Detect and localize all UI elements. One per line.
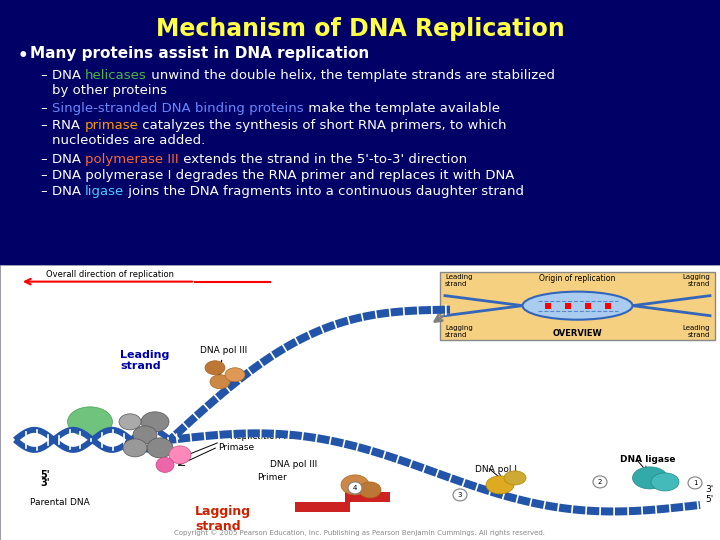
Text: –: – (40, 153, 47, 166)
Ellipse shape (504, 471, 526, 485)
Ellipse shape (651, 473, 679, 491)
Text: Mechanism of DNA Replication: Mechanism of DNA Replication (156, 17, 564, 41)
Text: helicases: helicases (85, 69, 147, 82)
Text: DNA ligase: DNA ligase (620, 455, 675, 464)
Bar (345, 492, 390, 502)
Bar (585, 302, 590, 309)
Text: –: – (40, 119, 47, 132)
Text: Single-stranded DNA binding proteins: Single-stranded DNA binding proteins (52, 102, 304, 115)
Ellipse shape (523, 292, 632, 320)
Text: by other proteins: by other proteins (52, 84, 167, 97)
Text: Copyright © 2005 Pearson Education, Inc. Publishing as Pearson Benjamin Cummings: Copyright © 2005 Pearson Education, Inc.… (174, 529, 546, 536)
Text: –: – (40, 69, 47, 82)
Text: Leading
strand: Leading strand (683, 325, 710, 338)
Text: joins the DNA fragments into a continuous daughter strand: joins the DNA fragments into a continuou… (125, 185, 524, 198)
Ellipse shape (453, 489, 467, 501)
Bar (295, 502, 350, 512)
Text: Leading
strand: Leading strand (120, 350, 169, 372)
Text: DNA: DNA (52, 153, 85, 166)
Text: –: – (40, 102, 47, 115)
Text: 3': 3' (40, 478, 50, 488)
Text: 3': 3' (705, 485, 714, 495)
Text: Primer: Primer (257, 473, 287, 482)
Ellipse shape (593, 476, 607, 488)
Text: Replication fork: Replication fork (230, 432, 301, 441)
Text: Many proteins assist in DNA replication: Many proteins assist in DNA replication (30, 46, 369, 61)
Ellipse shape (225, 368, 245, 382)
Ellipse shape (141, 412, 169, 432)
Text: primase: primase (84, 119, 138, 132)
Bar (564, 302, 570, 309)
Text: Lagging
strand: Lagging strand (195, 505, 251, 533)
Text: •: • (18, 47, 29, 65)
Bar (544, 302, 551, 309)
Ellipse shape (169, 446, 191, 464)
Text: 4: 4 (353, 485, 357, 491)
Text: polymerase III: polymerase III (85, 153, 179, 166)
Ellipse shape (486, 476, 514, 494)
Ellipse shape (210, 375, 230, 389)
Ellipse shape (123, 439, 147, 457)
PathPatch shape (13, 427, 172, 453)
Ellipse shape (68, 407, 112, 437)
Text: Lagging
strand: Lagging strand (683, 274, 710, 287)
Ellipse shape (341, 475, 369, 495)
Text: extends the strand in the 5'-to-3' direction: extends the strand in the 5'-to-3' direc… (179, 153, 467, 166)
PathPatch shape (169, 429, 701, 516)
Ellipse shape (359, 482, 381, 498)
Text: 1: 1 (693, 480, 697, 486)
Text: ligase: ligase (85, 185, 125, 198)
PathPatch shape (167, 306, 450, 443)
Ellipse shape (348, 482, 362, 494)
Text: unwind the double helix, the template strands are stabilized: unwind the double helix, the template st… (147, 69, 555, 82)
Text: Leading
strand: Leading strand (445, 274, 472, 287)
Ellipse shape (156, 457, 174, 472)
Text: DNA pol III: DNA pol III (270, 460, 318, 469)
Bar (440, 272, 715, 340)
Text: –: – (40, 185, 47, 198)
Text: 5': 5' (705, 495, 714, 504)
Text: Lagging
strand: Lagging strand (445, 325, 473, 338)
Text: DNA pol III: DNA pol III (200, 346, 247, 376)
Text: RNA: RNA (52, 119, 84, 132)
Text: 3: 3 (458, 492, 462, 498)
PathPatch shape (13, 427, 172, 453)
Text: catalyzes the synthesis of short RNA primers, to which: catalyzes the synthesis of short RNA pri… (138, 119, 507, 132)
Text: –: – (40, 169, 47, 182)
Text: DNA pol I: DNA pol I (475, 465, 517, 474)
Ellipse shape (133, 426, 157, 444)
Text: DNA polymerase I degrades the RNA primer and replaces it with DNA: DNA polymerase I degrades the RNA primer… (52, 169, 514, 182)
Text: DNA: DNA (52, 185, 85, 198)
Ellipse shape (119, 414, 141, 430)
Text: OVERVIEW: OVERVIEW (553, 329, 603, 338)
Text: make the template available: make the template available (304, 102, 500, 115)
Text: 5': 5' (40, 470, 50, 480)
Text: Origin of replication: Origin of replication (539, 274, 616, 282)
Ellipse shape (205, 361, 225, 375)
Text: Overall direction of replication: Overall direction of replication (46, 269, 174, 279)
Text: Parental DNA: Parental DNA (30, 498, 90, 507)
Text: nucleotides are added.: nucleotides are added. (52, 134, 205, 147)
Ellipse shape (632, 467, 667, 489)
Text: DNA: DNA (52, 69, 85, 82)
Bar (605, 302, 611, 309)
Ellipse shape (688, 477, 702, 489)
Text: 2: 2 (598, 479, 602, 485)
Text: Primase: Primase (218, 443, 254, 452)
Ellipse shape (147, 438, 173, 458)
